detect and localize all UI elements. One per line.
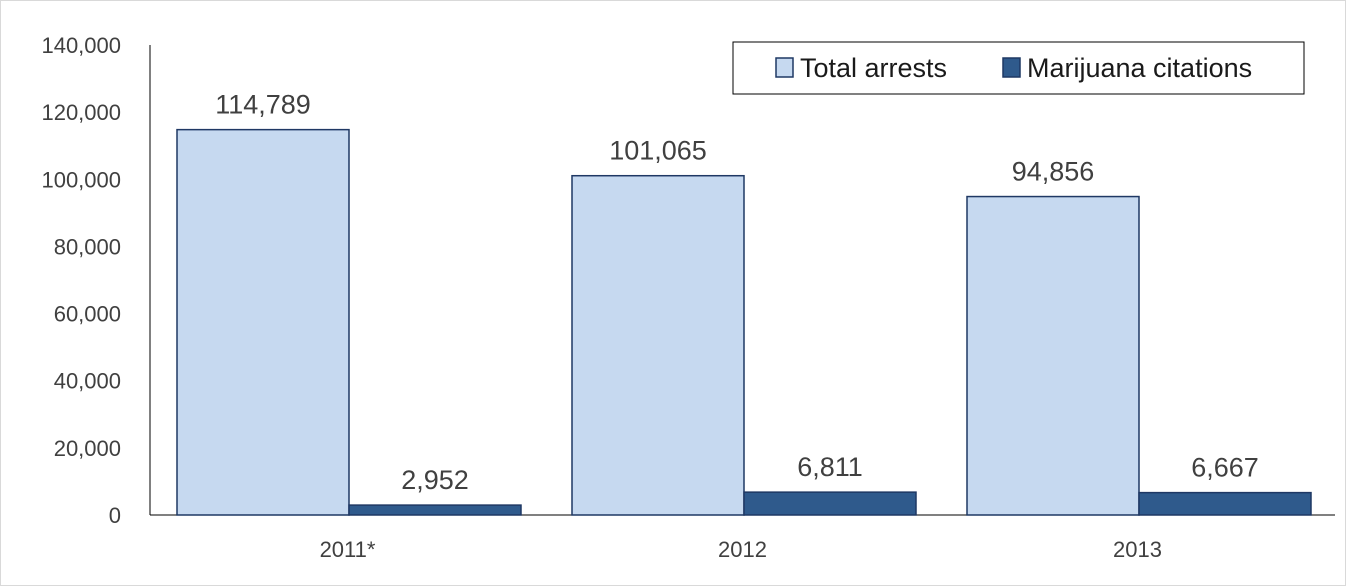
data-label: 6,667 <box>1191 453 1259 483</box>
x-category-label: 2013 <box>1113 537 1162 562</box>
data-label: 101,065 <box>609 136 707 166</box>
data-label: 114,789 <box>215 90 311 120</box>
legend-label: Total arrests <box>800 53 947 83</box>
y-tick-label: 0 <box>109 503 121 528</box>
y-tick-label: 80,000 <box>54 234 121 259</box>
y-tick-label: 120,000 <box>41 100 121 125</box>
bar-total-arrests <box>176 128 350 516</box>
legend-label: Marijuana citations <box>1027 53 1252 83</box>
legend-swatch <box>775 57 794 78</box>
data-labels: 114,789 2,952 101,065 6,811 94,856 6,667 <box>215 90 1259 495</box>
data-label: 6,811 <box>797 452 863 482</box>
bar-total-arrests <box>571 174 745 516</box>
data-label: 2,952 <box>401 465 469 495</box>
legend-swatch <box>1002 57 1021 78</box>
x-category-label: 2011* <box>320 537 376 562</box>
bar-marijuana-citations <box>1138 491 1312 516</box>
y-tick-label: 140,000 <box>41 33 121 58</box>
y-tick-label: 40,000 <box>54 369 121 394</box>
y-tick-label: 20,000 <box>54 436 121 461</box>
y-tick-label: 100,000 <box>41 167 121 192</box>
bars <box>176 128 1312 516</box>
legend: Total arrests Marijuana citations <box>732 41 1305 95</box>
axes: 0 20,000 40,000 60,000 80,000 100,000 120,000 1… <box>41 33 1335 562</box>
data-label: 94,856 <box>1012 157 1095 187</box>
bar-marijuana-citations <box>348 504 522 516</box>
bar-total-arrests <box>966 195 1140 516</box>
y-tick-label: 60,000 <box>54 302 121 327</box>
x-category-label: 2012 <box>718 537 767 562</box>
bar-marijuana-citations <box>743 491 917 516</box>
